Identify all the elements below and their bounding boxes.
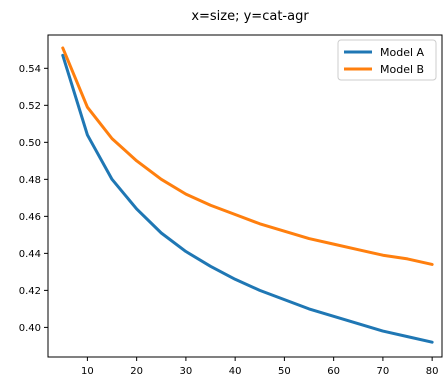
x-tick-label: 10 <box>81 366 94 377</box>
series-line-model-b <box>61 46 434 266</box>
legend-label-model-b: Model B <box>380 63 424 76</box>
y-tick-label: 0.54 <box>19 64 41 75</box>
plot-frame <box>47 34 443 358</box>
legend: Model A Model B <box>337 39 437 81</box>
y-tick-label: 0.44 <box>19 249 41 260</box>
series-line-model-a <box>61 53 434 344</box>
x-tick-label: 50 <box>278 366 291 377</box>
y-tick-label: 0.40 <box>19 323 41 334</box>
x-tick-label: 60 <box>327 366 340 377</box>
legend-label-model-a: Model A <box>380 46 425 59</box>
y-tick-label: 0.52 <box>19 101 41 112</box>
chart-title: x=size; y=cat-agr <box>191 9 309 24</box>
axes: 10 20 30 40 50 60 70 80 0.40 0.42 0.44 0.46 0.48 0.50… <box>19 34 443 377</box>
y-tick-label: 0.46 <box>19 212 41 223</box>
x-tick-label: 80 <box>426 366 439 377</box>
x-tick-label: 40 <box>229 366 242 377</box>
y-tick-label: 0.42 <box>19 286 41 297</box>
y-tick-label: 0.48 <box>19 175 41 186</box>
x-tick-label: 70 <box>377 366 390 377</box>
x-tick-label: 30 <box>180 366 193 377</box>
y-tick-label: 0.50 <box>19 138 41 149</box>
series-layer <box>61 46 434 344</box>
x-tick-label: 20 <box>130 366 143 377</box>
